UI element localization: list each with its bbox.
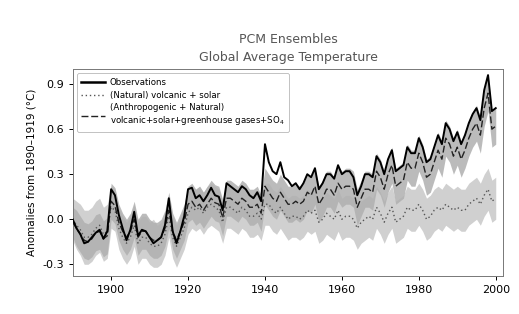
Y-axis label: Anomalies from 1890–1919 (°C): Anomalies from 1890–1919 (°C) xyxy=(26,89,36,257)
Legend: Observations, (Natural) volcanic + solar, (Anthropogenic + Natural)
volcanic+sol: Observations, (Natural) volcanic + solar… xyxy=(77,73,289,132)
Title: PCM Ensembles
Global Average Temperature: PCM Ensembles Global Average Temperature xyxy=(199,33,377,64)
